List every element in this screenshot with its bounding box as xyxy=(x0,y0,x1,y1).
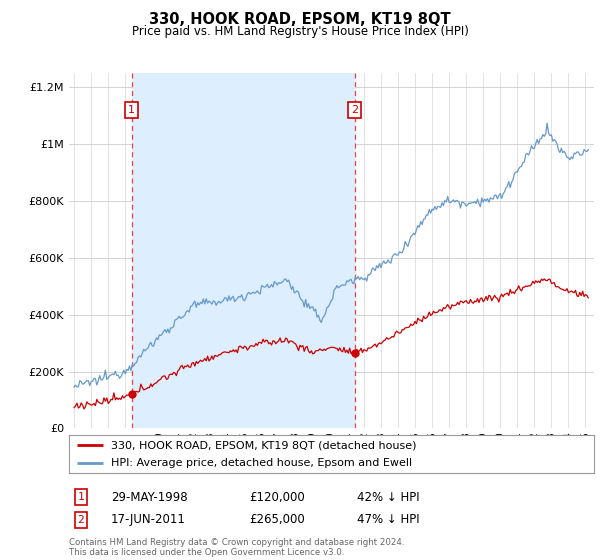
Text: Contains HM Land Registry data © Crown copyright and database right 2024.
This d: Contains HM Land Registry data © Crown c… xyxy=(69,538,404,557)
Text: £265,000: £265,000 xyxy=(249,513,305,526)
Text: 17-JUN-2011: 17-JUN-2011 xyxy=(111,513,186,526)
Text: £120,000: £120,000 xyxy=(249,491,305,504)
Text: 1: 1 xyxy=(77,492,85,502)
Text: 2: 2 xyxy=(351,105,358,115)
Bar xyxy=(132,73,355,428)
Text: Price paid vs. HM Land Registry's House Price Index (HPI): Price paid vs. HM Land Registry's House … xyxy=(131,25,469,38)
Text: 330, HOOK ROAD, EPSOM, KT19 8QT: 330, HOOK ROAD, EPSOM, KT19 8QT xyxy=(149,12,451,27)
Text: 47% ↓ HPI: 47% ↓ HPI xyxy=(357,513,419,526)
Text: 42% ↓ HPI: 42% ↓ HPI xyxy=(357,491,419,504)
Text: 2: 2 xyxy=(77,515,85,525)
Text: 1: 1 xyxy=(128,105,135,115)
Text: 330, HOOK ROAD, EPSOM, KT19 8QT (detached house): 330, HOOK ROAD, EPSOM, KT19 8QT (detache… xyxy=(111,440,416,450)
Text: 29-MAY-1998: 29-MAY-1998 xyxy=(111,491,188,504)
Text: HPI: Average price, detached house, Epsom and Ewell: HPI: Average price, detached house, Epso… xyxy=(111,458,412,468)
